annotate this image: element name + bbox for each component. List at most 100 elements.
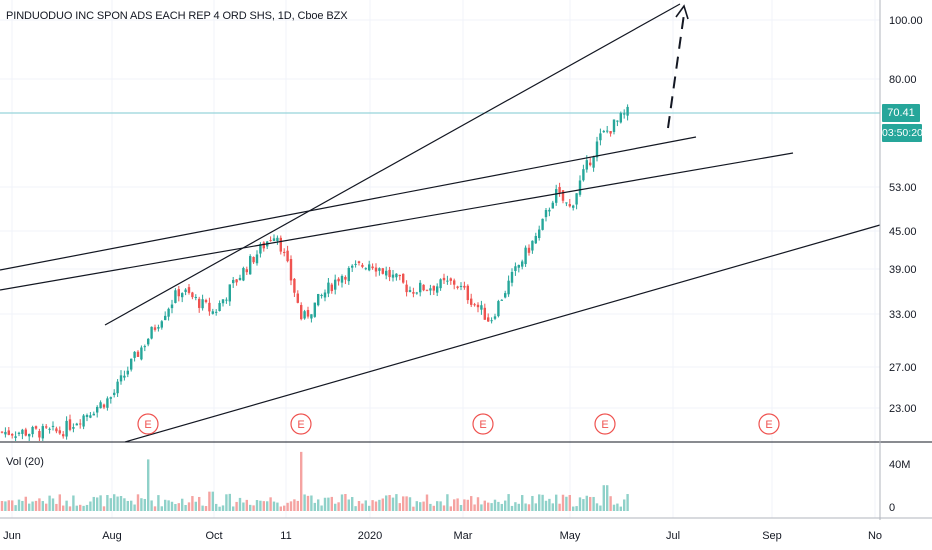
candle-body bbox=[167, 308, 170, 317]
candle-body bbox=[385, 270, 388, 276]
earnings-marker[interactable]: E bbox=[758, 413, 780, 435]
volume-bar bbox=[133, 504, 136, 511]
price-tick-label: 45.00 bbox=[889, 226, 917, 238]
volume-bar bbox=[626, 494, 629, 511]
candle-body bbox=[48, 428, 51, 430]
candle-body bbox=[65, 420, 68, 437]
volume-bar bbox=[113, 494, 116, 511]
time-tick-label: Aug bbox=[102, 530, 122, 542]
volume-bar bbox=[7, 500, 10, 511]
candle-body bbox=[466, 285, 469, 301]
candle-body bbox=[279, 237, 282, 252]
volume-bar bbox=[55, 503, 58, 511]
volume-bar bbox=[432, 505, 435, 511]
candle-body bbox=[334, 279, 337, 290]
candle-body bbox=[106, 398, 109, 408]
candle-body bbox=[79, 423, 82, 425]
volume-bar bbox=[276, 502, 279, 511]
candle-body bbox=[595, 141, 599, 158]
volume-bar bbox=[170, 501, 174, 511]
volume-bar bbox=[177, 503, 180, 511]
candle-body bbox=[487, 317, 490, 322]
volume-bar bbox=[582, 499, 585, 511]
candle-body bbox=[572, 205, 575, 208]
candle-body bbox=[313, 302, 316, 317]
volume-bar bbox=[568, 494, 571, 511]
volume-bar bbox=[398, 503, 401, 511]
candle-body bbox=[136, 351, 140, 357]
candle-body bbox=[538, 229, 541, 239]
volume-bar bbox=[538, 494, 541, 511]
volume-bar bbox=[58, 494, 61, 511]
volume-bar bbox=[164, 499, 167, 511]
candle-body bbox=[504, 293, 507, 298]
price-tick-label: 53.00 bbox=[889, 182, 917, 194]
candle-body bbox=[130, 358, 133, 370]
candle-body bbox=[34, 426, 38, 429]
volume-bar bbox=[0, 500, 4, 511]
volume-bar bbox=[293, 499, 296, 511]
time-tick-label: Jun bbox=[3, 530, 21, 542]
candle-body bbox=[96, 406, 99, 413]
candle-body bbox=[218, 303, 221, 311]
volume-bar bbox=[286, 502, 289, 511]
candle-body bbox=[194, 296, 197, 298]
time-tick-label: 2020 bbox=[358, 530, 382, 542]
volume-bar bbox=[459, 504, 463, 511]
earnings-marker[interactable]: E bbox=[137, 413, 159, 435]
earnings-marker[interactable]: E bbox=[594, 413, 616, 435]
volume-bar bbox=[534, 503, 537, 511]
volume-bar bbox=[585, 495, 588, 511]
candle-body bbox=[402, 273, 405, 283]
volume-bar bbox=[558, 503, 561, 511]
trendline[interactable] bbox=[0, 152, 794, 291]
candle-body bbox=[184, 289, 187, 293]
volume-bar bbox=[609, 496, 612, 511]
earnings-marker[interactable]: E bbox=[472, 413, 494, 435]
candle-body bbox=[524, 247, 527, 265]
last-price-tag: 70.41 bbox=[882, 104, 920, 122]
volume-bar bbox=[334, 503, 337, 511]
volume-bar bbox=[531, 495, 534, 511]
candle-body bbox=[221, 299, 225, 304]
volume-bar bbox=[606, 485, 609, 511]
volume-bar bbox=[92, 496, 95, 511]
volume-bar bbox=[147, 459, 150, 511]
candle-body bbox=[238, 277, 242, 280]
volume-bar bbox=[429, 503, 432, 511]
volume-bar bbox=[466, 499, 469, 511]
volume-bar bbox=[41, 501, 44, 511]
candle-body bbox=[201, 299, 204, 309]
candle-body bbox=[289, 259, 293, 281]
candle-body bbox=[578, 180, 582, 195]
time-axis[interactable]: Jun Aug Oct 11 2020 Mar May Jul Sep No bbox=[3, 530, 882, 542]
volume-bar bbox=[4, 501, 7, 511]
candle-body bbox=[55, 428, 58, 432]
candle-body bbox=[306, 310, 310, 317]
volume-bar bbox=[439, 501, 442, 511]
candle-body bbox=[174, 290, 177, 303]
candle-body bbox=[517, 265, 520, 268]
trendline[interactable] bbox=[104, 3, 681, 326]
trendlines[interactable] bbox=[0, 3, 881, 443]
candle-body bbox=[408, 290, 412, 292]
volume-bar bbox=[589, 496, 592, 511]
trendline[interactable] bbox=[124, 224, 881, 443]
volume-bar bbox=[561, 494, 565, 511]
projection-arrow[interactable] bbox=[667, 13, 685, 129]
price-tick-label: 100.00 bbox=[889, 15, 923, 27]
volume-bar bbox=[65, 500, 68, 511]
volume-bar bbox=[269, 497, 272, 511]
volume-bar bbox=[79, 504, 82, 511]
candle-body bbox=[395, 273, 398, 278]
volume-bar bbox=[385, 495, 388, 511]
price-axis[interactable]: 100.00 80.00 53.00 45.00 39.00 33.00 27.00 23.0… bbox=[889, 15, 923, 415]
earnings-marker[interactable]: E bbox=[290, 413, 312, 435]
volume-bar bbox=[187, 502, 191, 511]
candle-body bbox=[235, 279, 238, 283]
trendline[interactable] bbox=[0, 136, 697, 271]
candle-body bbox=[92, 413, 95, 416]
volume-bar bbox=[602, 485, 605, 511]
